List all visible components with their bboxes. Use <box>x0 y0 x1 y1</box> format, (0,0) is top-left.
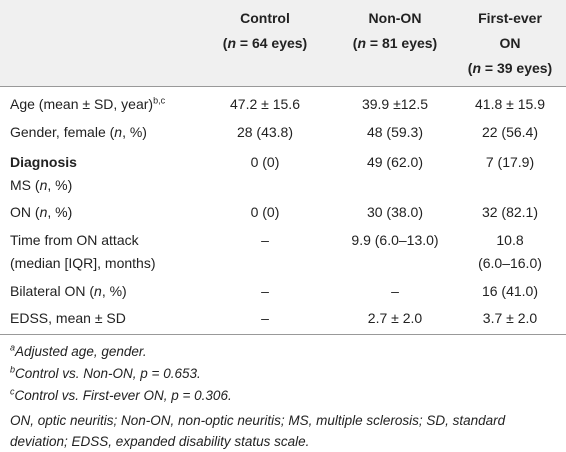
text: ( <box>467 60 473 76</box>
cell: – <box>391 283 399 299</box>
cell: 48 (59.3) <box>366 124 424 140</box>
column-subtitle: (n = 81 eyes) <box>353 35 437 51</box>
column-subtitle: (n = 64 eyes) <box>223 35 307 51</box>
row-label: Gender, female (n, %) <box>10 122 147 142</box>
cell: 9.9 (6.0–13.0) <box>351 232 439 248</box>
superscript: b,c <box>153 95 166 106</box>
cell: 7 (17.9) <box>485 154 535 170</box>
column-title: First-ever <box>478 10 542 26</box>
cell: 16 (41.0) <box>481 283 539 299</box>
text: , %) <box>101 283 127 299</box>
footnote-marker: b <box>10 364 16 375</box>
text: ON ( <box>10 204 40 220</box>
column-title: Non-ON <box>368 10 422 26</box>
text: Gender, female ( <box>10 124 115 140</box>
footnote-marker: c <box>10 386 15 397</box>
row-label: Time from ON attack <box>10 232 139 248</box>
cell: 32 (82.1) <box>481 204 539 220</box>
text: n <box>357 35 366 51</box>
text: ( <box>222 35 228 51</box>
footnote: cControl vs. First-ever ON, p = 0.306. <box>10 386 232 406</box>
column-title: Control <box>240 10 290 26</box>
text: Control vs. Non-ON, p = 0.653. <box>15 366 201 381</box>
row-label: Bilateral ON (n, %) <box>10 281 127 301</box>
row-label: EDSS, mean ± SD <box>10 310 126 326</box>
footnote: aAdjusted age, gender. <box>10 342 147 362</box>
cell: 2.7 ± 2.0 <box>367 310 423 326</box>
text: n <box>39 204 48 220</box>
text: n <box>472 60 481 76</box>
column-subtitle: (n = 39 eyes) <box>468 60 552 76</box>
cell: 0 (0) <box>250 204 280 220</box>
rule <box>0 334 566 335</box>
cell: 28 (43.8) <box>236 124 294 140</box>
text: n <box>39 177 48 193</box>
text: Bilateral ON ( <box>10 283 95 299</box>
text: , %) <box>47 177 73 193</box>
cell: 30 (38.0) <box>366 204 424 220</box>
text: n <box>114 124 123 140</box>
text: = 64 eyes) <box>236 35 308 51</box>
cell: 49 (62.0) <box>366 154 424 170</box>
row-label: (median [IQR], months) <box>10 255 156 271</box>
cell: – <box>261 232 269 248</box>
cell: (6.0–16.0) <box>478 255 542 271</box>
row-label: Age (mean ± SD, year)b,c <box>10 94 165 114</box>
cell: 3.7 ± 2.0 <box>482 310 538 326</box>
text: Control vs. First-ever ON, p = 0.306. <box>14 388 232 403</box>
column-header: First-ever ON (n = 39 eyes) <box>455 6 565 81</box>
footnote-marker: a <box>10 342 16 353</box>
cell: 41.8 ± 15.9 <box>475 96 545 112</box>
text: , %) <box>47 204 73 220</box>
text: = 81 eyes) <box>366 35 438 51</box>
text: Adjusted age, gender. <box>15 344 147 359</box>
row-label: ON (n, %) <box>10 202 72 222</box>
text: n <box>227 35 236 51</box>
row-label: MS (n, %) <box>10 175 72 195</box>
text: ( <box>352 35 358 51</box>
column-header: Non-ON (n = 81 eyes) <box>340 6 450 56</box>
cell: 39.9 ±12.5 <box>361 96 429 112</box>
cell: 22 (56.4) <box>481 124 539 140</box>
text: MS ( <box>10 177 40 193</box>
cell: 0 (0) <box>250 154 280 170</box>
text: , %) <box>122 124 147 140</box>
cell: 10.8 <box>496 232 524 248</box>
column-title: ON <box>499 35 521 51</box>
text: n <box>94 283 102 299</box>
footnote: bControl vs. Non-ON, p = 0.653. <box>10 364 201 384</box>
text: Age (mean ± SD, year) <box>10 96 154 112</box>
row-label: Diagnosis <box>10 154 77 170</box>
text: = 39 eyes) <box>481 60 553 76</box>
column-header: Control (n = 64 eyes) <box>210 6 320 56</box>
cell: – <box>261 283 269 299</box>
header-background <box>0 0 566 86</box>
abbreviations: ON, optic neuritis; Non-ON, non-optic ne… <box>10 413 506 449</box>
rule <box>0 86 566 87</box>
cell: – <box>261 310 269 326</box>
cell: 47.2 ± 15.6 <box>230 96 300 112</box>
